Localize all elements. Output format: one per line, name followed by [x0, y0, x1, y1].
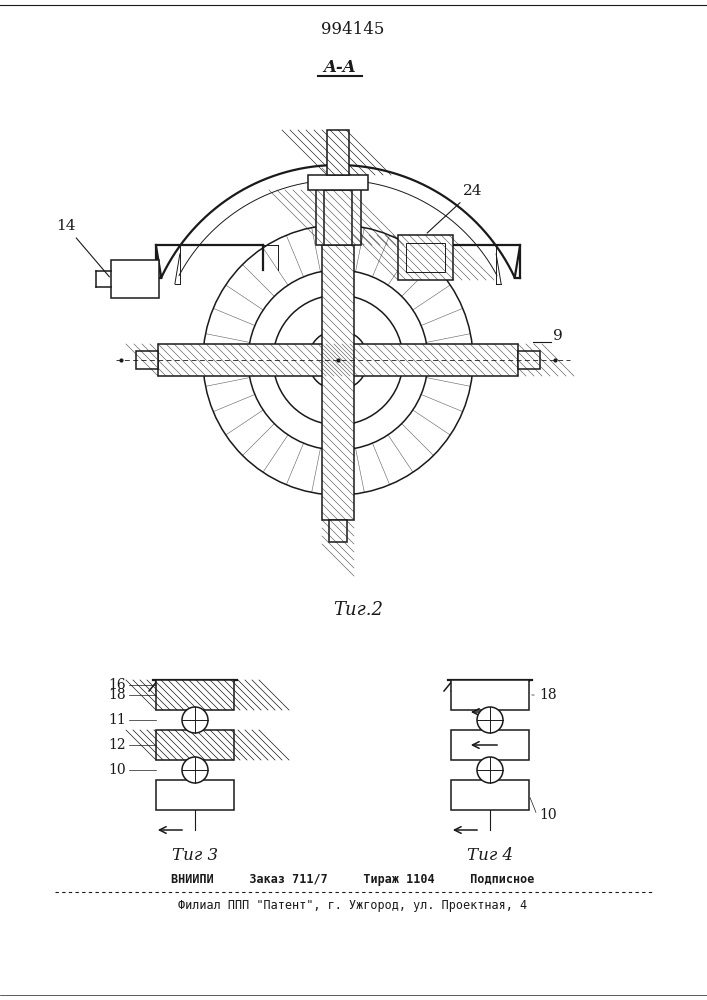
Ellipse shape — [477, 707, 503, 733]
Text: Τиг.2: Τиг.2 — [333, 601, 383, 619]
Bar — [156, 680, 234, 710]
Bar — [406, 243, 445, 272]
Bar — [398, 235, 453, 280]
Bar — [518, 351, 540, 369]
Text: 18: 18 — [108, 688, 126, 702]
Text: 10: 10 — [108, 763, 126, 777]
Bar — [316, 178, 361, 245]
Text: 14: 14 — [57, 219, 110, 277]
Bar — [111, 260, 159, 298]
Bar — [451, 680, 529, 710]
Text: 994145: 994145 — [321, 21, 385, 38]
Text: Τиг 3: Τиг 3 — [172, 846, 218, 863]
Text: ВНИИПИ     Заказ 711/7     Тираж 1104     Подписное: ВНИИПИ Заказ 711/7 Тираж 1104 Подписное — [171, 874, 534, 886]
Text: 12: 12 — [108, 738, 126, 752]
Bar — [308, 175, 368, 190]
Bar — [324, 190, 352, 245]
Bar — [327, 130, 349, 175]
Bar — [156, 730, 234, 760]
Text: 16: 16 — [108, 678, 126, 692]
Bar — [329, 178, 347, 200]
Text: 18: 18 — [539, 688, 556, 702]
Bar — [329, 520, 347, 542]
Text: 24: 24 — [427, 184, 482, 233]
Text: Τиг 4: Τиг 4 — [467, 846, 513, 863]
Text: 11: 11 — [108, 713, 126, 727]
Bar — [451, 730, 529, 760]
Text: 9: 9 — [553, 329, 563, 343]
Bar — [322, 200, 354, 520]
Bar — [158, 344, 518, 376]
Text: Филиал ППП "Патент", г. Ужгород, ул. Проектная, 4: Филиал ППП "Патент", г. Ужгород, ул. Про… — [178, 898, 527, 912]
Text: A-A: A-A — [324, 60, 356, 77]
Ellipse shape — [182, 757, 208, 783]
Text: 10: 10 — [539, 808, 556, 822]
Bar — [136, 351, 158, 369]
Bar — [156, 780, 234, 810]
Bar — [451, 780, 529, 810]
Ellipse shape — [182, 707, 208, 733]
Ellipse shape — [477, 757, 503, 783]
